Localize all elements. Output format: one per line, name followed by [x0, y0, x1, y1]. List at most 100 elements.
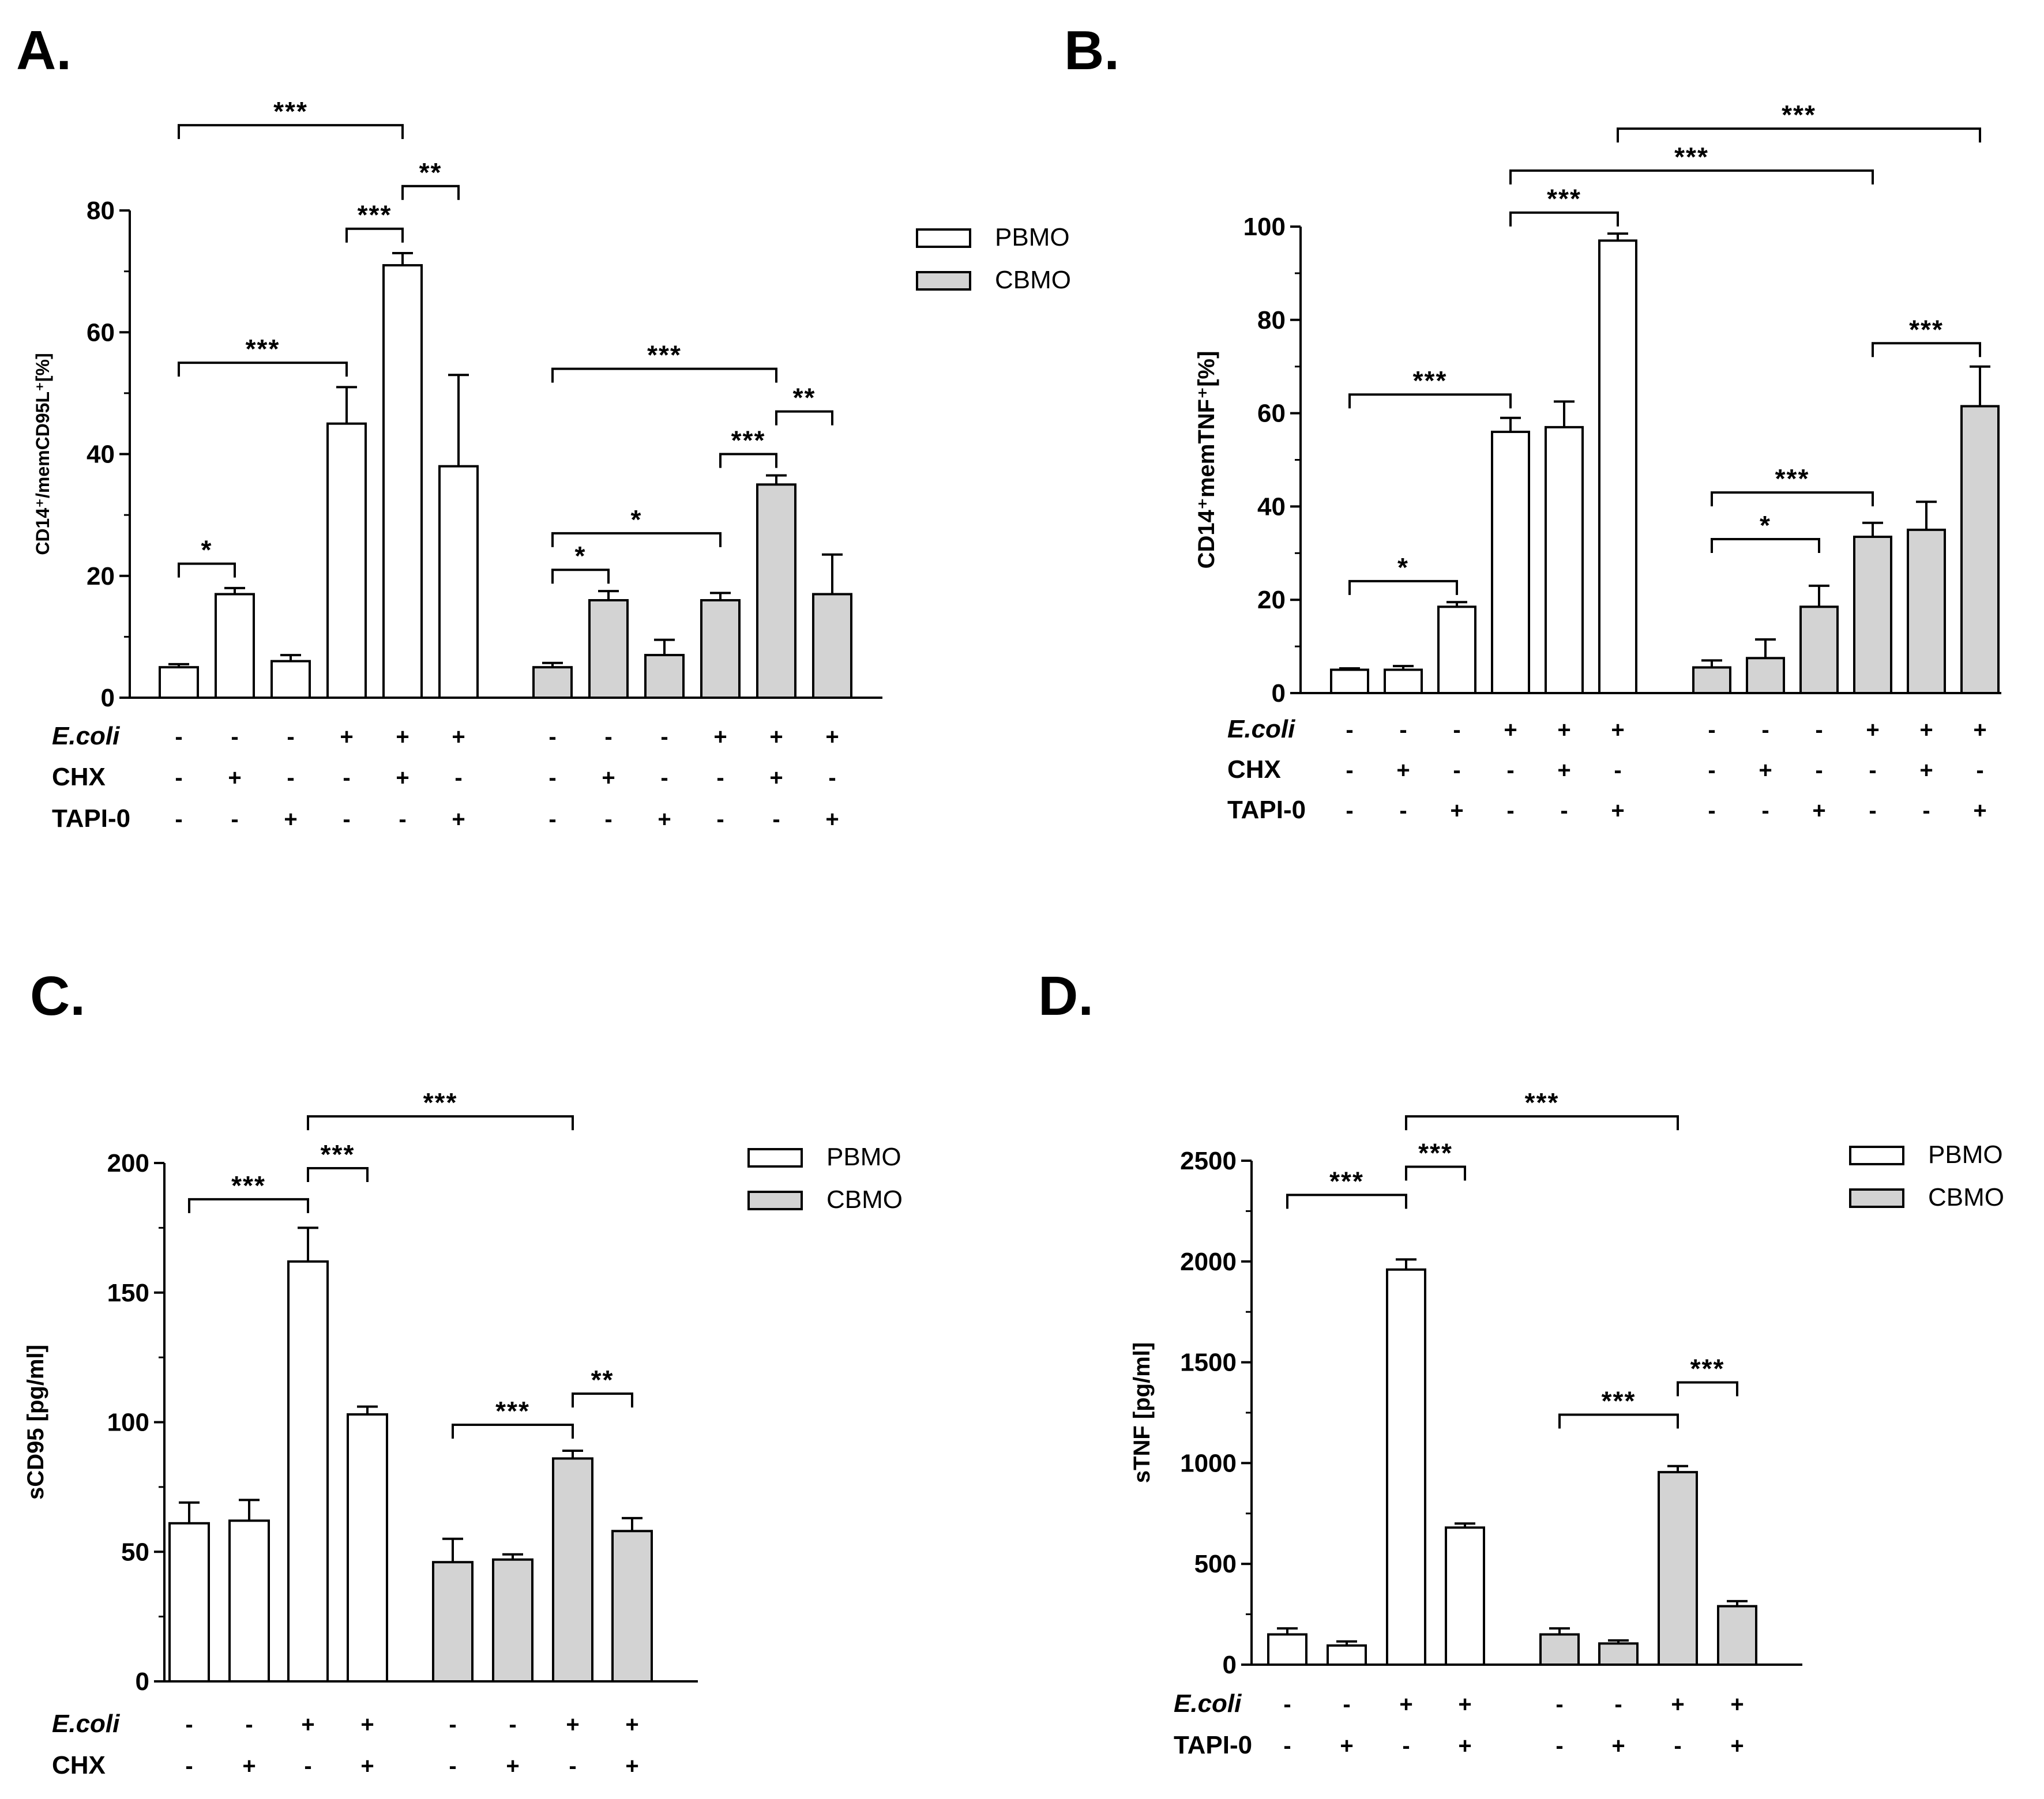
- legend-label-pbmo: PBMO: [826, 1143, 901, 1171]
- condition-mark: -: [1283, 1692, 1291, 1717]
- bar-cbmo: [1692, 666, 1731, 695]
- condition-mark: -: [1761, 798, 1769, 823]
- condition-mark: -: [304, 1753, 311, 1779]
- bar-cbmo: [1658, 1471, 1698, 1666]
- legend-swatch-pbmo: [747, 1148, 803, 1168]
- bar-cbmo: [1598, 1642, 1639, 1666]
- condition-mark: +: [1919, 717, 1933, 743]
- condition-mark: +: [825, 724, 839, 750]
- y-tick-label: 150: [107, 1279, 149, 1307]
- condition-mark: -: [245, 1712, 253, 1737]
- condition-label: CHX: [1227, 755, 1281, 784]
- significance-label: ***: [1782, 100, 1816, 130]
- significance-bracket: [452, 1424, 574, 1439]
- bar-cbmo: [644, 654, 685, 699]
- significance-bracket: [775, 410, 833, 426]
- y-tick-label: 0: [1223, 1651, 1237, 1679]
- condition-mark: +: [1866, 717, 1879, 743]
- condition-mark: -: [175, 724, 182, 750]
- significance-bracket: [1348, 579, 1458, 595]
- y-axis-label: sCD95 [pg/ml]: [23, 1345, 48, 1500]
- condition-mark: -: [454, 765, 462, 791]
- condition-mark: -: [399, 807, 406, 832]
- bar-pbmo: [215, 593, 255, 699]
- condition-mark: +: [396, 765, 409, 791]
- condition-mark: +: [1812, 798, 1825, 823]
- y-tick-label: 100: [107, 1409, 149, 1437]
- condition-mark: -: [231, 724, 238, 750]
- significance-bracket: [178, 562, 236, 578]
- bar-pbmo: [438, 465, 479, 699]
- bar-cbmo: [532, 666, 573, 699]
- legend-label-pbmo: PBMO: [995, 223, 1070, 251]
- condition-mark: -: [1453, 717, 1460, 743]
- condition-mark: +: [1611, 717, 1624, 743]
- condition-mark: -: [1815, 758, 1823, 783]
- condition-label: CHX: [52, 763, 106, 791]
- bar-cbmo: [1539, 1633, 1580, 1666]
- bar-pbmo: [1437, 605, 1476, 694]
- y-tick-label: 40: [87, 441, 115, 469]
- condition-mark: +: [1557, 758, 1570, 783]
- condition-label: TAPI-0: [1227, 796, 1306, 824]
- condition-mark: +: [1759, 758, 1772, 783]
- condition-mark: -: [1453, 758, 1460, 783]
- significance-label: ***: [1775, 464, 1810, 494]
- condition-mark: +: [769, 724, 783, 750]
- condition-mark: -: [1399, 798, 1407, 823]
- condition-label: TAPI-0: [52, 804, 130, 833]
- legend-label-cbmo: CBMO: [826, 1185, 903, 1214]
- significance-label: *: [201, 535, 213, 565]
- condition-mark: -: [569, 1753, 576, 1779]
- condition-mark: +: [1399, 1692, 1412, 1717]
- significance-label: ***: [1329, 1166, 1364, 1196]
- condition-mark: -: [1283, 1733, 1291, 1759]
- significance-label: ***: [246, 334, 280, 364]
- condition-mark: -: [1708, 798, 1715, 823]
- condition-mark: -: [604, 724, 612, 750]
- condition-label: E.coli: [1227, 715, 1295, 743]
- y-tick-label: 0: [1272, 679, 1286, 707]
- bar-cbmo: [588, 599, 629, 699]
- bar-cbmo: [492, 1558, 533, 1683]
- bar-pbmo: [326, 422, 367, 699]
- condition-mark: -: [1815, 717, 1823, 743]
- bar-cbmo: [611, 1530, 653, 1683]
- bar-pbmo: [1386, 1268, 1426, 1666]
- condition-mark: -: [1976, 758, 1983, 783]
- bar-pbmo: [347, 1413, 388, 1683]
- significance-bracket: [307, 1166, 369, 1182]
- condition-mark: +: [1919, 758, 1933, 783]
- significance-label: ***: [647, 340, 682, 370]
- significance-bracket: [551, 569, 610, 584]
- condition-mark: +: [1973, 717, 1986, 743]
- bar-pbmo: [168, 1522, 210, 1683]
- condition-mark: +: [284, 807, 297, 832]
- condition-mark: -: [1761, 717, 1769, 743]
- bar-cbmo: [1717, 1605, 1757, 1666]
- significance-label: ***: [273, 96, 308, 126]
- condition-mark: -: [343, 765, 350, 791]
- y-tick-label: 60: [87, 318, 115, 347]
- condition-mark: +: [360, 1753, 374, 1779]
- y-tick-label: 200: [107, 1149, 149, 1177]
- bar-pbmo: [1267, 1633, 1307, 1666]
- significance-bracket: [1509, 211, 1619, 227]
- condition-mark: -: [1708, 758, 1715, 783]
- significance-label: ***: [1690, 1354, 1725, 1384]
- condition-mark: -: [287, 765, 294, 791]
- bar-pbmo: [1330, 668, 1369, 695]
- bar-pbmo: [1445, 1526, 1485, 1666]
- condition-mark: +: [825, 807, 839, 832]
- chart-panel-1: A.020406080CD14⁺/memCD95L⁺[%]***********…: [16, 20, 1071, 833]
- condition-mark: +: [360, 1712, 374, 1737]
- bar-cbmo: [1799, 605, 1839, 694]
- legend-label-cbmo: CBMO: [995, 266, 1071, 294]
- condition-mark: +: [625, 1753, 638, 1779]
- bar-cbmo: [756, 483, 796, 699]
- condition-mark: -: [1614, 758, 1621, 783]
- panel-letter: D.: [1038, 965, 1094, 1027]
- bar-pbmo: [159, 666, 199, 699]
- bar-pbmo: [287, 1260, 329, 1683]
- significance-label: *: [1760, 510, 1771, 540]
